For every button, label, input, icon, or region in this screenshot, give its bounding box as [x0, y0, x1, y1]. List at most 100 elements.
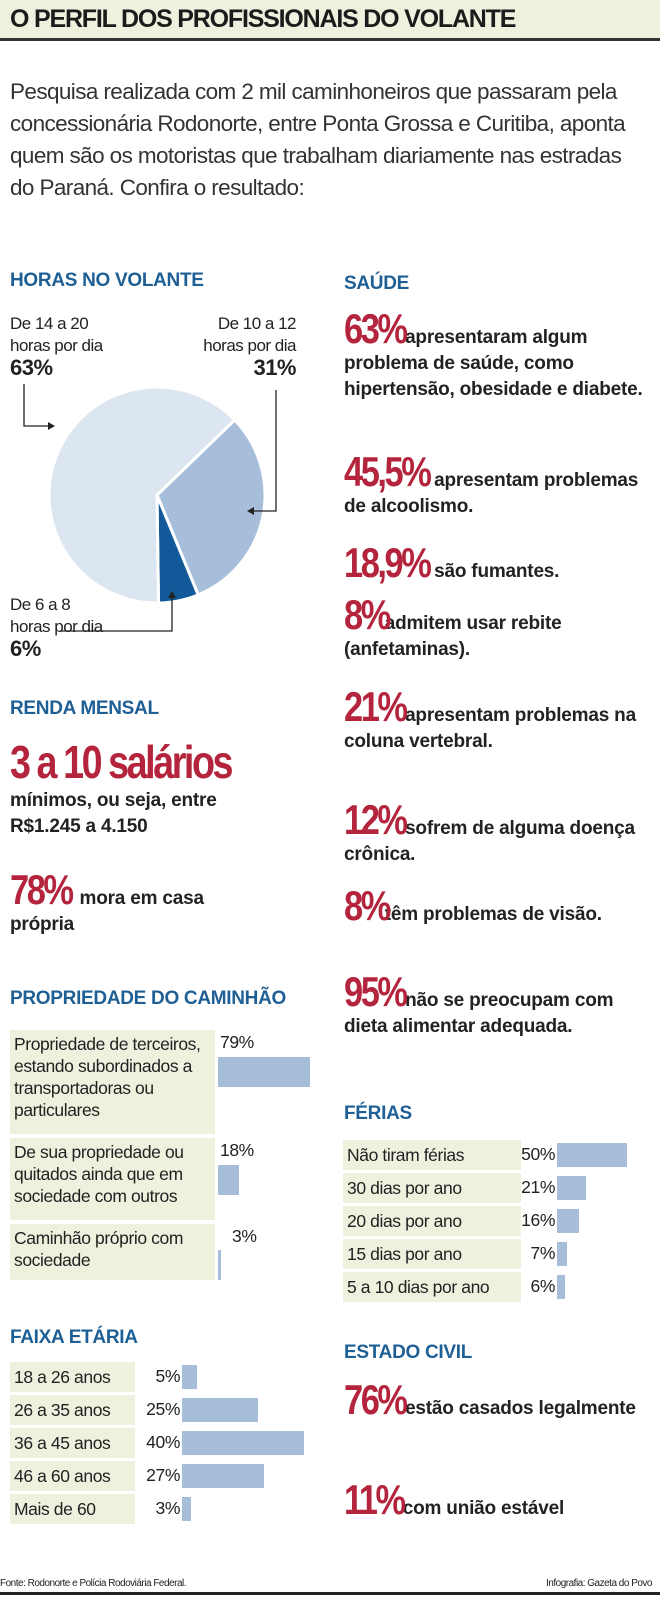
stat-pct: 95% — [344, 968, 408, 1015]
arrow-icon — [168, 591, 176, 598]
stat-pct: 63% — [344, 305, 408, 352]
stat-text: estão casados legalmente — [405, 1398, 636, 1419]
bar-value: 3% — [232, 1226, 257, 1246]
bar-value: 16% — [521, 1210, 555, 1230]
label-line: De 6 a 8 — [10, 595, 71, 614]
bar-value: 40% — [146, 1432, 180, 1452]
renda-line: R$1.245 a 4.150 — [10, 816, 148, 837]
header-band — [0, 0, 660, 41]
label-line: De 10 a 12 — [217, 314, 297, 333]
pie-slice-14-20h — [47, 385, 237, 605]
stat-text: não se preocupam com dieta alimentar ade… — [344, 990, 614, 1037]
bar — [557, 1176, 587, 1200]
stat-text: apresentaram algum problema de saúde, co… — [344, 327, 643, 400]
label-line: horas por dia — [10, 617, 103, 636]
page-title: O PERFIL DOS PROFISSIONAIS DO VOLANTE — [10, 5, 516, 33]
heading-horas: HORAS NO VOLANTE — [10, 270, 204, 291]
bar — [557, 1143, 627, 1167]
heading-propriedade: PROPRIEDADE DO CAMINHÃO — [10, 988, 287, 1009]
footer-rule — [0, 1592, 660, 1595]
estado-civil-item: 11%com união estável — [344, 1478, 654, 1522]
source-note: Fonte: Rodonorte e Polícia Rodoviária Fe… — [0, 1578, 187, 1589]
bar — [218, 1165, 239, 1195]
bar-row: De sua propriedade ou quitados ainda que… — [10, 1138, 310, 1220]
bar-label: Caminhão próprio com sociedade — [10, 1224, 215, 1280]
heading-ferias: FÉRIAS — [344, 1103, 412, 1124]
saude-item: 12%sofrem de alguma doença crônica. — [344, 798, 654, 868]
bar-row: 46 a 60 anos 27% — [10, 1461, 330, 1491]
saude-item: 8%admitem usar rebite (anfetaminas). — [344, 593, 654, 663]
renda-big: 3 a 10 salários — [10, 736, 234, 788]
bar — [182, 1365, 198, 1389]
bar-row: 30 dias por ano 21% — [343, 1173, 660, 1203]
bar-row: 20 dias por ano 16% — [343, 1206, 660, 1236]
pie-chart — [23, 384, 277, 632]
bar — [218, 1057, 310, 1087]
stat-pct: 12% — [344, 796, 408, 843]
bar-value: 25% — [146, 1399, 180, 1419]
label-pct: 63% — [10, 355, 53, 380]
bar-row: Propriedade de terceiros, estando subord… — [10, 1030, 310, 1134]
label-pct: 6% — [10, 636, 41, 661]
casa-pct: 78% — [10, 866, 74, 913]
bar-value: 79% — [220, 1032, 254, 1052]
label-line: horas por dia — [203, 336, 296, 355]
stat-text: apresentam problemas de alcoolismo. — [344, 470, 639, 517]
bar — [557, 1209, 580, 1233]
stat-pct: 11% — [344, 1476, 406, 1523]
bar-row: Caminhão próprio com sociedade 3% — [10, 1224, 310, 1280]
pointer-63 — [23, 384, 48, 427]
bar-label: De sua propriedade ou quitados ainda que… — [10, 1138, 215, 1220]
bar-value: 7% — [530, 1243, 556, 1263]
stat-text: têm problemas de visão. — [384, 904, 602, 925]
stat-pct: 21% — [344, 683, 408, 730]
bar-value: 5% — [155, 1366, 181, 1386]
stat-pct: 18,9% — [344, 539, 432, 586]
bar — [182, 1464, 265, 1488]
bar — [182, 1398, 259, 1422]
pie-label-31: De 10 a 12 horas por dia 31% — [180, 313, 296, 381]
label-line: horas por dia — [10, 336, 103, 355]
renda-line: mínimos, ou seja, entre — [10, 790, 217, 811]
bar — [557, 1242, 567, 1266]
bar-label: 46 a 60 anos — [10, 1461, 135, 1491]
bar — [182, 1431, 304, 1455]
intro-text: Pesquisa realizada com 2 mil caminhoneir… — [10, 79, 626, 200]
saude-item: 95%não se preocupam com dieta alimentar … — [344, 970, 654, 1040]
bar-label: Não tiram férias — [343, 1140, 521, 1170]
bar-value: 6% — [530, 1276, 556, 1296]
bar-label: 5 a 10 dias por ano — [343, 1272, 521, 1302]
bar-row: 5 a 10 dias por ano 6% — [343, 1272, 660, 1302]
saude-item: 63%apresentaram algum problema de saúde,… — [344, 307, 654, 403]
bar-label: Propriedade de terceiros, estando subord… — [10, 1030, 215, 1134]
pointer-6 — [60, 598, 173, 632]
bar-value: 18% — [220, 1140, 254, 1160]
bar-value: 50% — [521, 1144, 555, 1164]
bar-label: 36 a 45 anos — [10, 1428, 135, 1458]
casa-text: própria — [10, 914, 75, 935]
heading-saude: SAÚDE — [344, 273, 410, 294]
saude-item: 8%têm problemas de visão. — [344, 884, 654, 928]
bar-label: 15 dias por ano — [343, 1239, 521, 1269]
stat-pct: 45,5% — [344, 448, 432, 495]
bar-row: 36 a 45 anos 40% — [10, 1428, 330, 1458]
bar-row: 26 a 35 anos 25% — [10, 1395, 330, 1425]
bar-row: Não tiram férias 50% — [343, 1140, 660, 1170]
stat-text: são fumantes. — [434, 561, 560, 582]
casa-text: mora em casa — [79, 888, 205, 909]
bar-row: 18 a 26 anos 5% — [10, 1362, 330, 1392]
arrow-icon — [247, 507, 254, 515]
renda-block: 3 a 10 salários mínimos, ou seja, entre … — [10, 736, 280, 840]
bar-label: 18 a 26 anos — [10, 1362, 135, 1392]
heading-faixa-etaria: FAIXA ETÁRIA — [10, 1327, 138, 1348]
casa-block: 78% mora em casa própria — [10, 868, 310, 938]
label-pct: 31% — [253, 355, 296, 380]
bar — [218, 1250, 222, 1280]
bar-value: 21% — [521, 1177, 555, 1197]
stat-text: admitem usar rebite (anfetaminas). — [344, 613, 562, 660]
bar-label: Mais de 60 — [10, 1494, 135, 1524]
stat-pct: 8% — [344, 882, 391, 929]
heading-estado-civil: ESTADO CIVIL — [344, 1342, 472, 1363]
stat-pct: 76% — [344, 1376, 408, 1423]
bar-value: 3% — [155, 1498, 181, 1518]
